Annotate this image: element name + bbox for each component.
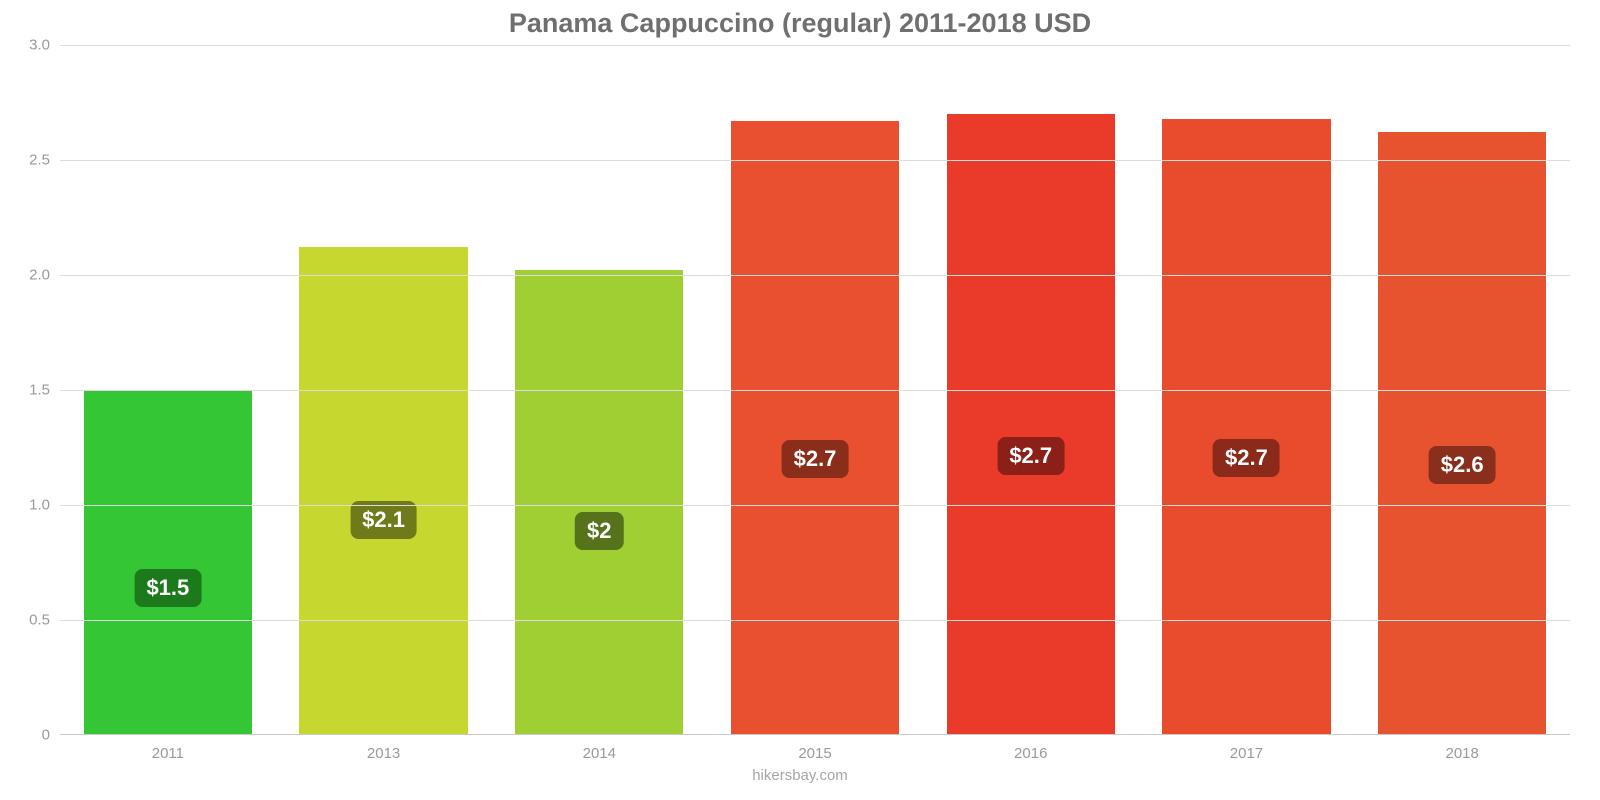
bar: $2.1 [299,247,467,735]
y-axis-tick: 1.0 [29,497,60,514]
bar-value-label: $2.1 [350,501,417,539]
x-axis-tick: 2013 [367,735,400,762]
y-axis-tick: 3.0 [29,37,60,54]
grid-line [60,505,1570,506]
y-axis-tick: 0 [42,727,60,744]
y-axis-tick: 1.5 [29,382,60,399]
bar: $2.7 [731,121,899,735]
bar-value-label: $2 [575,512,623,550]
x-axis-tick: 2014 [583,735,616,762]
bar-value-label: $1.5 [134,569,201,607]
bar-value-label: $2.7 [997,437,1064,475]
y-axis-tick: 0.5 [29,612,60,629]
credit-text: hikersbay.com [752,767,848,784]
x-axis-tick: 2018 [1445,735,1478,762]
bar: $1.5 [84,390,252,735]
grid-line [60,390,1570,391]
grid-line [60,45,1570,46]
x-axis-line [60,734,1570,735]
x-axis-tick: 2015 [798,735,831,762]
x-axis-tick: 2016 [1014,735,1047,762]
bar: $2.7 [947,114,1115,735]
grid-line [60,160,1570,161]
bar: $2 [515,270,683,735]
plot-area: $1.52011$2.12013$22014$2.72015$2.72016$2… [60,45,1570,735]
bar: $2.7 [1162,119,1330,735]
bar-value-label: $2.7 [782,440,849,478]
bar: $2.6 [1378,132,1546,735]
chart-title: Panama Cappuccino (regular) 2011-2018 US… [0,0,1600,39]
grid-line [60,275,1570,276]
grid-line [60,620,1570,621]
y-axis-tick: 2.5 [29,152,60,169]
x-axis-tick: 2017 [1230,735,1263,762]
bar-value-label: $2.6 [1429,446,1496,484]
bar-value-label: $2.7 [1213,439,1280,477]
y-axis-tick: 2.0 [29,267,60,284]
chart-container: Panama Cappuccino (regular) 2011-2018 US… [0,0,1600,800]
x-axis-tick: 2011 [152,735,184,762]
